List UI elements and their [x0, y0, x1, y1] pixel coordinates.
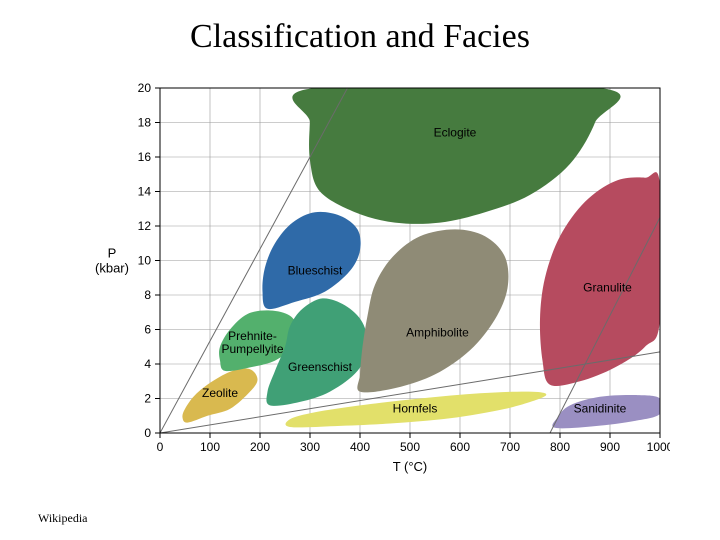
y-tick-label: 16 — [138, 150, 152, 164]
region-label-hornfels: Hornfels — [393, 401, 438, 415]
x-tick-label: 0 — [157, 440, 164, 454]
x-tick-label: 300 — [300, 440, 320, 454]
x-axis-label: T (°C) — [393, 459, 428, 474]
y-tick-label: 12 — [138, 219, 152, 233]
region-label-amphibolite: Amphibolite — [406, 325, 469, 339]
x-tick-label: 700 — [500, 440, 520, 454]
y-tick-label: 10 — [138, 254, 152, 268]
x-tick-label: 1000 — [647, 440, 670, 454]
page-title: Classification and Facies — [0, 18, 720, 56]
x-tick-label: 500 — [400, 440, 420, 454]
y-tick-label: 4 — [144, 357, 151, 371]
source-credit: Wikipedia — [38, 511, 88, 526]
region-label-granulite: Granulite — [583, 281, 632, 295]
region-label-sanidinite: Sanidinite — [574, 401, 627, 415]
region-label-prehnite-pumpellyite: Prehnite- — [228, 329, 277, 343]
y-tick-label: 6 — [144, 323, 151, 337]
x-tick-label: 100 — [200, 440, 220, 454]
y-axis-label: P — [108, 246, 117, 261]
x-tick-label: 600 — [450, 440, 470, 454]
y-tick-label: 2 — [144, 392, 151, 406]
y-tick-label: 18 — [138, 116, 152, 130]
region-label-prehnite-pumpellyite: Pumpellyite — [221, 342, 283, 356]
y-tick-label: 0 — [144, 426, 151, 440]
x-tick-label: 400 — [350, 440, 370, 454]
facies-chart: Zeolite Prehnite-Pumpellyite Greenschist Bl… — [90, 78, 670, 488]
y-tick-label: 8 — [144, 288, 151, 302]
y-tick-label: 20 — [138, 81, 152, 95]
x-tick-label: 200 — [250, 440, 270, 454]
y-tick-label: 14 — [138, 185, 152, 199]
region-label-eclogite: Eclogite — [434, 125, 477, 139]
region-label-greenschist: Greenschist — [288, 360, 353, 374]
x-tick-label: 900 — [600, 440, 620, 454]
y-axis-label: (kbar) — [95, 261, 129, 276]
region-label-blueschist: Blueschist — [288, 263, 343, 277]
x-tick-label: 800 — [550, 440, 570, 454]
region-label-zeolite: Zeolite — [202, 386, 238, 400]
